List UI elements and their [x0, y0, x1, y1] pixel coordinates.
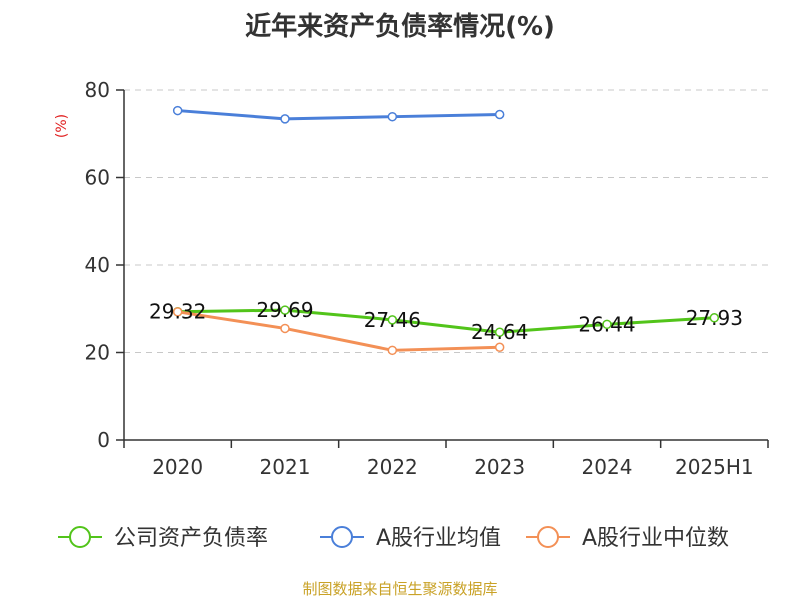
data-point-marker	[494, 342, 505, 352]
series-line-0	[177, 308, 715, 334]
data-point-marker	[387, 315, 398, 325]
data-point-marker	[280, 323, 290, 334]
y-tick-label: 60	[85, 166, 110, 190]
legend-label-0: 公司资产负债率	[114, 526, 268, 551]
data-point-marker	[709, 313, 720, 323]
data-point-marker	[602, 319, 612, 330]
data-point-marker	[387, 345, 398, 356]
data-label: 26.44	[578, 312, 635, 336]
label-layer: 29.32 29.69 27.46 24.64 26.44 27.93	[149, 298, 743, 344]
x-tick-label: 2020	[152, 455, 203, 479]
series-line-2	[177, 310, 500, 352]
y-tick-label: 80	[85, 78, 110, 102]
grid-layer	[124, 89, 768, 353]
legend-marker-2	[537, 526, 559, 548]
legend-marker-1	[331, 526, 353, 548]
x-tick-label: 2022	[367, 455, 418, 479]
legend-layer: 公司资产负债率 A股行业均值 A股行业中位数	[58, 526, 729, 551]
chart-title: 近年来资产负债率情况(%)	[245, 12, 555, 42]
data-point-marker	[280, 114, 290, 124]
data-label: 27.93	[686, 306, 743, 330]
data-label: 29.69	[256, 298, 313, 322]
x-tick-label: 2023	[474, 455, 525, 479]
data-point-marker	[387, 111, 398, 122]
y-tick-label: 40	[85, 253, 110, 277]
data-label: 24.64	[471, 320, 528, 344]
x-tick-label: 2024	[582, 455, 633, 479]
data-label: 29.32	[149, 300, 206, 324]
data-point-marker	[494, 109, 505, 120]
data-point-marker	[172, 307, 183, 317]
data-point-marker	[280, 305, 290, 315]
x-tick-label: 2021	[260, 455, 311, 479]
legend-label-2: A股行业中位数	[582, 526, 729, 551]
series-layer	[172, 105, 720, 356]
y-tick-label: 0	[97, 428, 110, 452]
y-axis-unit-label: (%)	[54, 114, 70, 138]
data-point-marker	[494, 327, 505, 337]
source-note: 制图数据来自恒生聚源数据库	[302, 580, 498, 598]
axis-layer: 0 20 40 60 80 (%) 2020 2021 2022 2023 2024 2025H1	[54, 78, 769, 479]
y-tick-label: 20	[85, 341, 110, 365]
data-label: 27.46	[364, 308, 421, 332]
legend-marker-0	[69, 526, 91, 548]
x-tick-label: 2025H1	[675, 455, 754, 479]
data-point-marker	[172, 105, 183, 116]
series-line-1	[177, 109, 500, 121]
legend-label-1: A股行业均值	[376, 526, 501, 551]
